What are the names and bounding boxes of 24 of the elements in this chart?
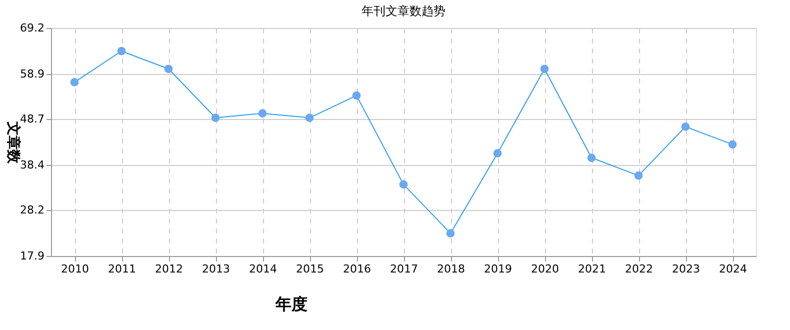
y-tick-label: 28.2 bbox=[20, 204, 44, 217]
x-tick-label: 2018 bbox=[437, 262, 465, 276]
chart-title: 年刊文章数趋势 bbox=[362, 4, 446, 18]
y-tick-label: 58.9 bbox=[20, 67, 44, 80]
x-tick-label: 2021 bbox=[578, 262, 606, 276]
x-tick-label: 2016 bbox=[343, 262, 371, 276]
x-tick-label: 2023 bbox=[672, 262, 700, 276]
x-tick-label: 2013 bbox=[202, 262, 230, 276]
x-tick-label: 2019 bbox=[484, 262, 512, 276]
x-tick-label: 2010 bbox=[61, 262, 89, 276]
x-tick-label: 2012 bbox=[155, 262, 183, 276]
x-tick-label: 2020 bbox=[531, 262, 559, 276]
x-tick-label: 2014 bbox=[249, 262, 277, 276]
y-tick-label: 69.2 bbox=[20, 22, 44, 34]
y-tick-label: 48.7 bbox=[20, 112, 44, 126]
x-tick-label: 2024 bbox=[719, 262, 747, 276]
x-tick-label: 2015 bbox=[296, 262, 324, 276]
x-tick-label: 2017 bbox=[390, 262, 418, 276]
x-tick-label: 2011 bbox=[108, 262, 136, 276]
y-tick-label: 38.4 bbox=[20, 158, 44, 172]
x-axis-title: 年度 bbox=[274, 294, 308, 314]
y-axis-title: 文章数 bbox=[5, 120, 22, 164]
y-tick-label: 17.9 bbox=[20, 250, 44, 262]
x-tick-label: 2022 bbox=[625, 262, 653, 276]
